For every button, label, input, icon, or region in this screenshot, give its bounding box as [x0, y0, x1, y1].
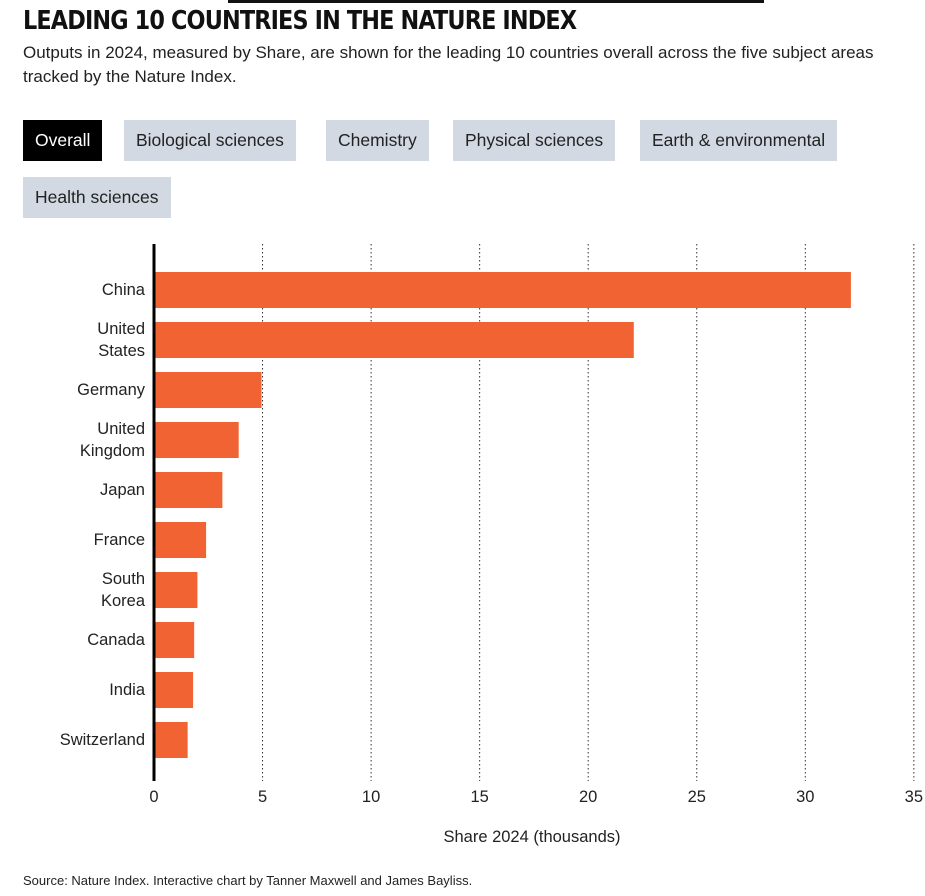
bar-japan[interactable] — [154, 472, 223, 508]
y-label-line: France — [93, 531, 145, 549]
y-label-japan: Japan — [15, 479, 145, 501]
chart-subtitle: Outputs in 2024, measured by Share, are … — [23, 43, 874, 86]
top-rule — [228, 0, 764, 3]
tab-physical-sciences[interactable]: Physical sciences — [453, 120, 616, 161]
x-tick-label: 5 — [257, 788, 268, 806]
y-label-line: Canada — [87, 631, 145, 649]
bar-canada[interactable] — [154, 622, 195, 658]
y-label-line: Korea — [100, 592, 145, 610]
bar-india[interactable] — [154, 672, 194, 708]
y-label-germany: Germany — [15, 379, 145, 401]
x-axis-label: Share 2024 (thousands) — [443, 828, 621, 846]
bar-france[interactable] — [154, 522, 207, 558]
y-label-line: South — [101, 570, 145, 588]
y-label-line: Switzerland — [59, 731, 145, 749]
x-tick-label: 20 — [579, 788, 598, 806]
tab-biological-sciences[interactable]: Biological sciences — [124, 120, 296, 161]
tab-chemistry[interactable]: Chemistry — [326, 120, 429, 161]
y-label-canada: Canada — [15, 629, 145, 651]
x-tick-label: 10 — [361, 788, 381, 806]
y-label-china: China — [15, 279, 145, 301]
tab-health-sciences[interactable]: Health sciences — [23, 177, 171, 218]
x-tick-label: 0 — [149, 788, 159, 806]
tab-overall[interactable]: Overall — [23, 120, 103, 161]
bar-switzerland[interactable] — [154, 722, 188, 758]
bar-united-states[interactable] — [154, 322, 634, 358]
y-label-united-kingdom: United Kingdom — [15, 418, 145, 462]
tab-earth-environmental[interactable]: Earth & environmental — [640, 120, 838, 161]
y-label-france: France — [15, 529, 145, 551]
bar-germany[interactable] — [154, 372, 262, 408]
bar-united-kingdom[interactable] — [154, 422, 239, 458]
bar-china[interactable] — [154, 272, 851, 308]
y-label-line: States — [98, 342, 145, 360]
y-label-line: Kingdom — [79, 442, 145, 460]
y-label-line: China — [101, 281, 145, 299]
source-note: Source: Nature Index. Interactive chart … — [23, 873, 473, 888]
x-tick-label: 25 — [687, 788, 706, 806]
x-tick-label: 15 — [470, 788, 489, 806]
y-label-line: Germany — [77, 381, 145, 399]
x-tick-label: 35 — [904, 788, 924, 806]
y-label-line: India — [109, 681, 145, 699]
y-label-united-states: United States — [15, 318, 145, 362]
y-label-line: United — [97, 420, 145, 438]
bar-south-korea[interactable] — [154, 572, 198, 608]
chart-title: LEADING 10 COUNTRIES IN THE NATURE INDEX — [23, 6, 577, 36]
x-tick-label: 30 — [796, 788, 815, 806]
y-label-switzerland: Switzerland — [15, 729, 145, 751]
y-label-line: United — [97, 320, 145, 338]
y-label-south-korea: South Korea — [15, 568, 145, 612]
y-label-line: Japan — [100, 481, 145, 499]
y-label-india: India — [15, 679, 145, 701]
bars — [154, 272, 851, 758]
